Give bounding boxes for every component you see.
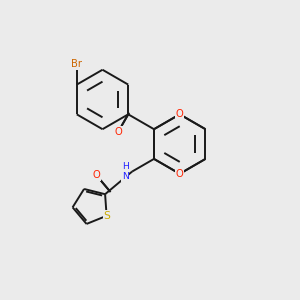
Text: Br: Br: [71, 59, 82, 69]
Text: H
N: H N: [122, 162, 128, 181]
Text: S: S: [103, 211, 110, 221]
Text: O: O: [114, 127, 122, 137]
Text: O: O: [176, 169, 184, 179]
Text: O: O: [176, 109, 184, 119]
Text: O: O: [92, 170, 100, 180]
